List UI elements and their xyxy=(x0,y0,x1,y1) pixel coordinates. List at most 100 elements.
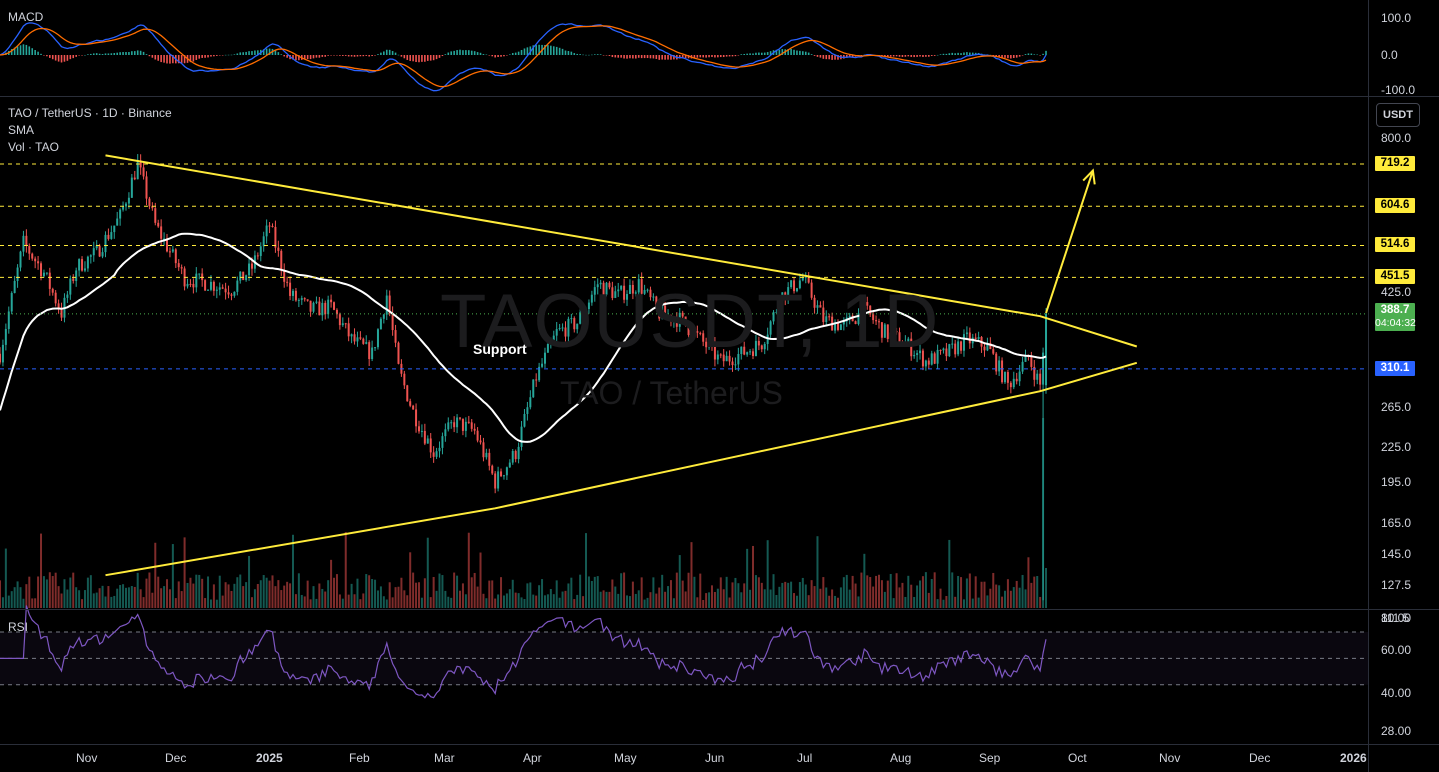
volume-legend[interactable]: Vol · TAO xyxy=(8,140,59,154)
macd-histogram-bar xyxy=(658,55,661,60)
macd-histogram-bar xyxy=(761,52,763,55)
macd-histogram-bar xyxy=(81,55,83,56)
candle-body xyxy=(904,341,907,346)
macd-histogram-bar xyxy=(969,52,971,55)
volume-bar xyxy=(347,594,350,608)
candle-body xyxy=(1045,313,1048,386)
volume-bar xyxy=(860,572,863,608)
candle-body xyxy=(919,350,922,354)
candle-body xyxy=(983,346,986,351)
candle-body xyxy=(221,287,224,289)
macd-histogram-bar xyxy=(573,53,576,55)
candle-body xyxy=(371,347,374,360)
macd-histogram-bar xyxy=(696,55,699,58)
sma-legend[interactable]: SMA xyxy=(8,123,35,137)
volume-bar xyxy=(804,584,807,608)
volume-bar xyxy=(166,579,169,608)
candle-body xyxy=(508,462,511,468)
volume-bar xyxy=(587,576,590,608)
volume-bar xyxy=(564,590,567,608)
volume-bar xyxy=(716,588,719,608)
candle-body xyxy=(432,452,435,457)
candle-body xyxy=(514,450,517,460)
macd-histogram-bar xyxy=(532,45,535,55)
macd-pane-title[interactable]: MACD xyxy=(8,10,44,24)
macd-histogram-bar xyxy=(819,55,822,58)
volume-bar xyxy=(892,598,895,608)
macd-histogram-bar xyxy=(910,55,913,57)
candle-body xyxy=(962,334,965,351)
volume-bar xyxy=(658,587,661,608)
volume-bar xyxy=(1030,582,1033,608)
macd-histogram-bar xyxy=(681,55,684,58)
candle-body xyxy=(447,422,450,430)
volume-bar xyxy=(450,597,453,608)
macd-histogram-bar xyxy=(201,55,203,58)
macd-histogram-bar xyxy=(57,55,60,62)
candle-body xyxy=(798,280,801,289)
macd-histogram-bar xyxy=(582,54,584,56)
time-tick-label: Dec xyxy=(165,751,187,765)
volume-bar xyxy=(13,587,16,608)
candle-body xyxy=(605,282,608,295)
candle-body xyxy=(491,465,494,474)
candle-body xyxy=(719,354,722,356)
volume-bar xyxy=(470,577,473,608)
volume-bar xyxy=(192,583,195,608)
volume-bar xyxy=(795,595,798,608)
candle-body xyxy=(368,342,371,360)
candle-body xyxy=(924,360,927,367)
macd-histogram-bar xyxy=(831,55,833,60)
candle-body xyxy=(330,299,333,303)
volume-bar xyxy=(371,579,374,608)
macd-histogram-bar xyxy=(851,55,854,57)
candle-body xyxy=(775,311,778,313)
volume-bar xyxy=(488,580,491,608)
time-tick-label: Mar xyxy=(434,751,455,765)
volume-bar xyxy=(983,581,986,608)
macd-histogram-bar xyxy=(576,53,579,55)
candle-body xyxy=(347,323,350,337)
macd-histogram-bar xyxy=(236,53,239,55)
candle-body xyxy=(48,272,51,289)
candle-body xyxy=(148,198,151,207)
candle-body xyxy=(901,345,904,347)
volume-bar xyxy=(271,575,274,608)
candle-body xyxy=(693,331,696,338)
volume-bar xyxy=(623,572,626,608)
candle-body xyxy=(602,282,605,295)
candle-body xyxy=(262,236,265,247)
candle-body xyxy=(585,309,587,315)
volume-bar xyxy=(300,594,303,608)
candle-body xyxy=(461,418,464,431)
volume-bar xyxy=(532,594,535,608)
volume-bar xyxy=(529,582,532,608)
symbol-title[interactable]: TAO / TetherUS · 1D · Binance xyxy=(8,106,172,120)
candle-body xyxy=(207,289,210,291)
rsi-pane-title[interactable]: RSI xyxy=(8,620,29,634)
candle-body xyxy=(280,250,283,270)
candle-body xyxy=(690,335,693,338)
macd-histogram-bar xyxy=(799,50,801,55)
volume-bar xyxy=(306,580,309,608)
candle-body xyxy=(1039,373,1042,385)
macd-histogram-bar xyxy=(497,55,499,57)
volume-bar xyxy=(596,576,599,608)
macd-histogram-bar xyxy=(245,51,247,55)
volume-bar xyxy=(798,582,801,608)
volume-bar xyxy=(95,592,98,608)
macd-histogram-bar xyxy=(309,55,312,60)
candle-body xyxy=(10,293,13,312)
volume-bar xyxy=(1045,568,1048,608)
volume-bar xyxy=(766,540,769,608)
volume-bar xyxy=(374,579,377,608)
volume-bar xyxy=(681,580,684,608)
rsi-line xyxy=(0,605,1047,699)
currency-button[interactable]: USDT xyxy=(1376,103,1420,127)
volume-bar xyxy=(227,584,230,608)
candle-body xyxy=(174,249,177,264)
macd-histogram-bar xyxy=(403,55,406,59)
macd-histogram-bar xyxy=(424,55,426,62)
